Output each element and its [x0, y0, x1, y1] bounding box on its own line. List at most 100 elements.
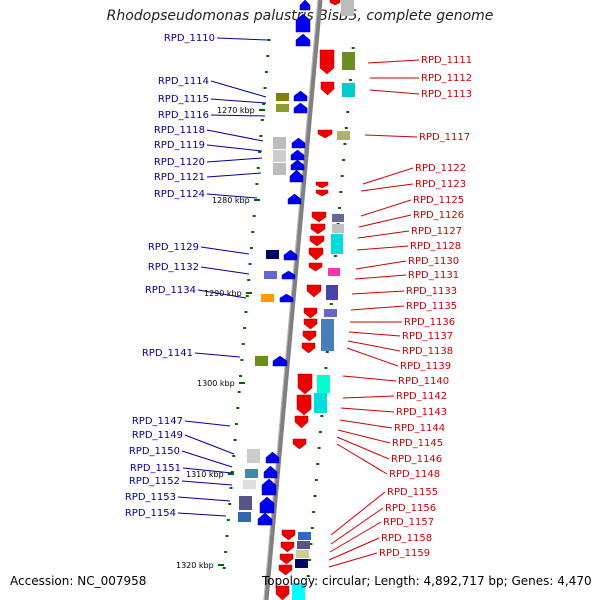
- gene-label-right: RPD_1139: [400, 361, 451, 372]
- gene-label-left: RPD_1115: [158, 94, 209, 105]
- gene-arrow-minus: [257, 512, 273, 526]
- cog-box: [341, 0, 354, 16]
- gene-arrow-minus: [295, 33, 311, 47]
- gene-arrow-plus: [315, 189, 329, 197]
- gene-arrow-plus: [315, 181, 329, 189]
- gene-arrow-minus: [283, 249, 298, 261]
- gene-label-left: RPD_1129: [148, 242, 199, 253]
- gene-arrow-minus: [295, 13, 311, 33]
- leader-line-left: [177, 496, 231, 502]
- gene-label-left: RPD_1151: [130, 463, 181, 474]
- cog-box: [298, 532, 311, 540]
- leader-line-left: [194, 352, 241, 358]
- scale-label: 1300 kbp: [197, 379, 235, 388]
- gene-label-right: RPD_1143: [396, 407, 447, 418]
- gene-arrow-plus: [309, 235, 325, 247]
- leader-line-right: [369, 89, 420, 95]
- cog-box: [261, 294, 274, 302]
- gene-label-left: RPD_1132: [148, 262, 199, 273]
- cog-box: [332, 224, 344, 233]
- leader-line-left: [200, 266, 250, 275]
- gene-arrow-plus: [301, 342, 316, 354]
- gene-arrow-minus: [265, 451, 280, 464]
- gene-label-right: RPD_1145: [392, 438, 443, 449]
- leader-line-right: [328, 537, 380, 561]
- gene-arrow-minus: [293, 90, 308, 102]
- leader-line-right: [347, 340, 401, 352]
- cog-box: [273, 150, 286, 162]
- scale-label: 1320 kbp: [176, 561, 214, 570]
- gene-arrow-plus: [310, 223, 326, 235]
- gene-label-right: RPD_1128: [410, 241, 461, 252]
- cog-box: [321, 319, 334, 351]
- leader-line-left: [181, 450, 233, 468]
- cog-box: [245, 469, 258, 478]
- gene-arrow-plus: [292, 438, 307, 450]
- gene-arrow-plus: [275, 585, 290, 600]
- gene-arrow-plus: [294, 415, 309, 429]
- leader-line-left: [206, 193, 258, 199]
- gene-label-right: RPD_1112: [421, 73, 472, 84]
- gene-label-right: RPD_1122: [415, 163, 466, 174]
- gene-label-left: RPD_1114: [158, 76, 209, 87]
- leader-line-right: [367, 59, 420, 64]
- gene-arrow-minus: [293, 102, 308, 114]
- gene-arrow-plus: [303, 307, 318, 319]
- gene-arrow-minus: [291, 137, 306, 149]
- leader-line-right: [336, 443, 388, 475]
- cog-box: [314, 393, 327, 413]
- cog-box: [273, 137, 286, 149]
- cog-box: [328, 268, 340, 276]
- cog-box: [266, 250, 279, 259]
- leader-line-right: [355, 260, 407, 270]
- gene-arrow-plus: [281, 529, 296, 541]
- gene-label-left: RPD_1124: [154, 189, 205, 200]
- gene-arrow-plus: [278, 564, 293, 576]
- cog-box: [243, 480, 256, 489]
- gene-label-right: RPD_1126: [413, 210, 464, 221]
- leader-line-left: [182, 467, 233, 474]
- gene-arrows: [257, 0, 341, 600]
- gene-arrow-minus: [263, 465, 278, 479]
- leader-line-left: [200, 246, 250, 255]
- leader-line-left: [206, 172, 262, 178]
- left-gene-labels: RPD_1110 RPD_1114 RPD_1115 RPD_1116 RPD_1118…: [125, 33, 215, 519]
- gene-arrow-plus: [311, 211, 327, 223]
- scale-ticks: [222, 39, 355, 577]
- gene-label-right: RPD_1113: [421, 89, 472, 100]
- gene-label-left: RPD_1120: [154, 157, 205, 168]
- cog-box: [296, 550, 309, 558]
- cog-box: [332, 214, 344, 222]
- scale-label: 1290 kbp: [204, 289, 242, 298]
- gene-label-right: RPD_1155: [387, 487, 438, 498]
- leader-line-right: [330, 507, 384, 545]
- gene-label-left: RPD_1118: [154, 125, 205, 136]
- gene-label-left: RPD_1116: [158, 110, 209, 121]
- cog-box: [239, 496, 252, 510]
- gene-arrow-plus: [296, 394, 312, 416]
- gene-arrow-minus: [289, 169, 304, 183]
- gene-arrow-minus: [272, 355, 288, 367]
- gene-arrow-plus: [308, 262, 323, 272]
- gene-label-right: RPD_1133: [406, 286, 457, 297]
- leader-line-right: [354, 274, 407, 280]
- gene-arrow-plus: [329, 0, 341, 6]
- cog-color-boxes: [238, 0, 355, 600]
- leader-line-right: [328, 552, 378, 568]
- leader-line-right: [351, 290, 405, 295]
- gene-label-left: RPD_1149: [132, 430, 183, 441]
- gene-arrow-plus: [297, 373, 313, 395]
- cog-box: [292, 583, 305, 600]
- cog-box: [276, 104, 289, 112]
- gene-label-right: RPD_1140: [398, 376, 449, 387]
- cog-box: [295, 559, 308, 568]
- gene-arrow-plus: [317, 129, 333, 139]
- gene-arrow-plus: [303, 318, 318, 330]
- right-gene-labels: RPD_1111 RPD_1112 RPD_1113 RPD_1117 RPD_1122…: [379, 55, 472, 559]
- gene-label-left: RPD_1134: [145, 285, 196, 296]
- gene-label-right: RPD_1136: [404, 317, 455, 328]
- leader-line-right: [340, 407, 395, 413]
- leader-line-right: [360, 199, 412, 217]
- gene-arrow-plus: [302, 330, 317, 342]
- leader-line-right: [356, 245, 409, 251]
